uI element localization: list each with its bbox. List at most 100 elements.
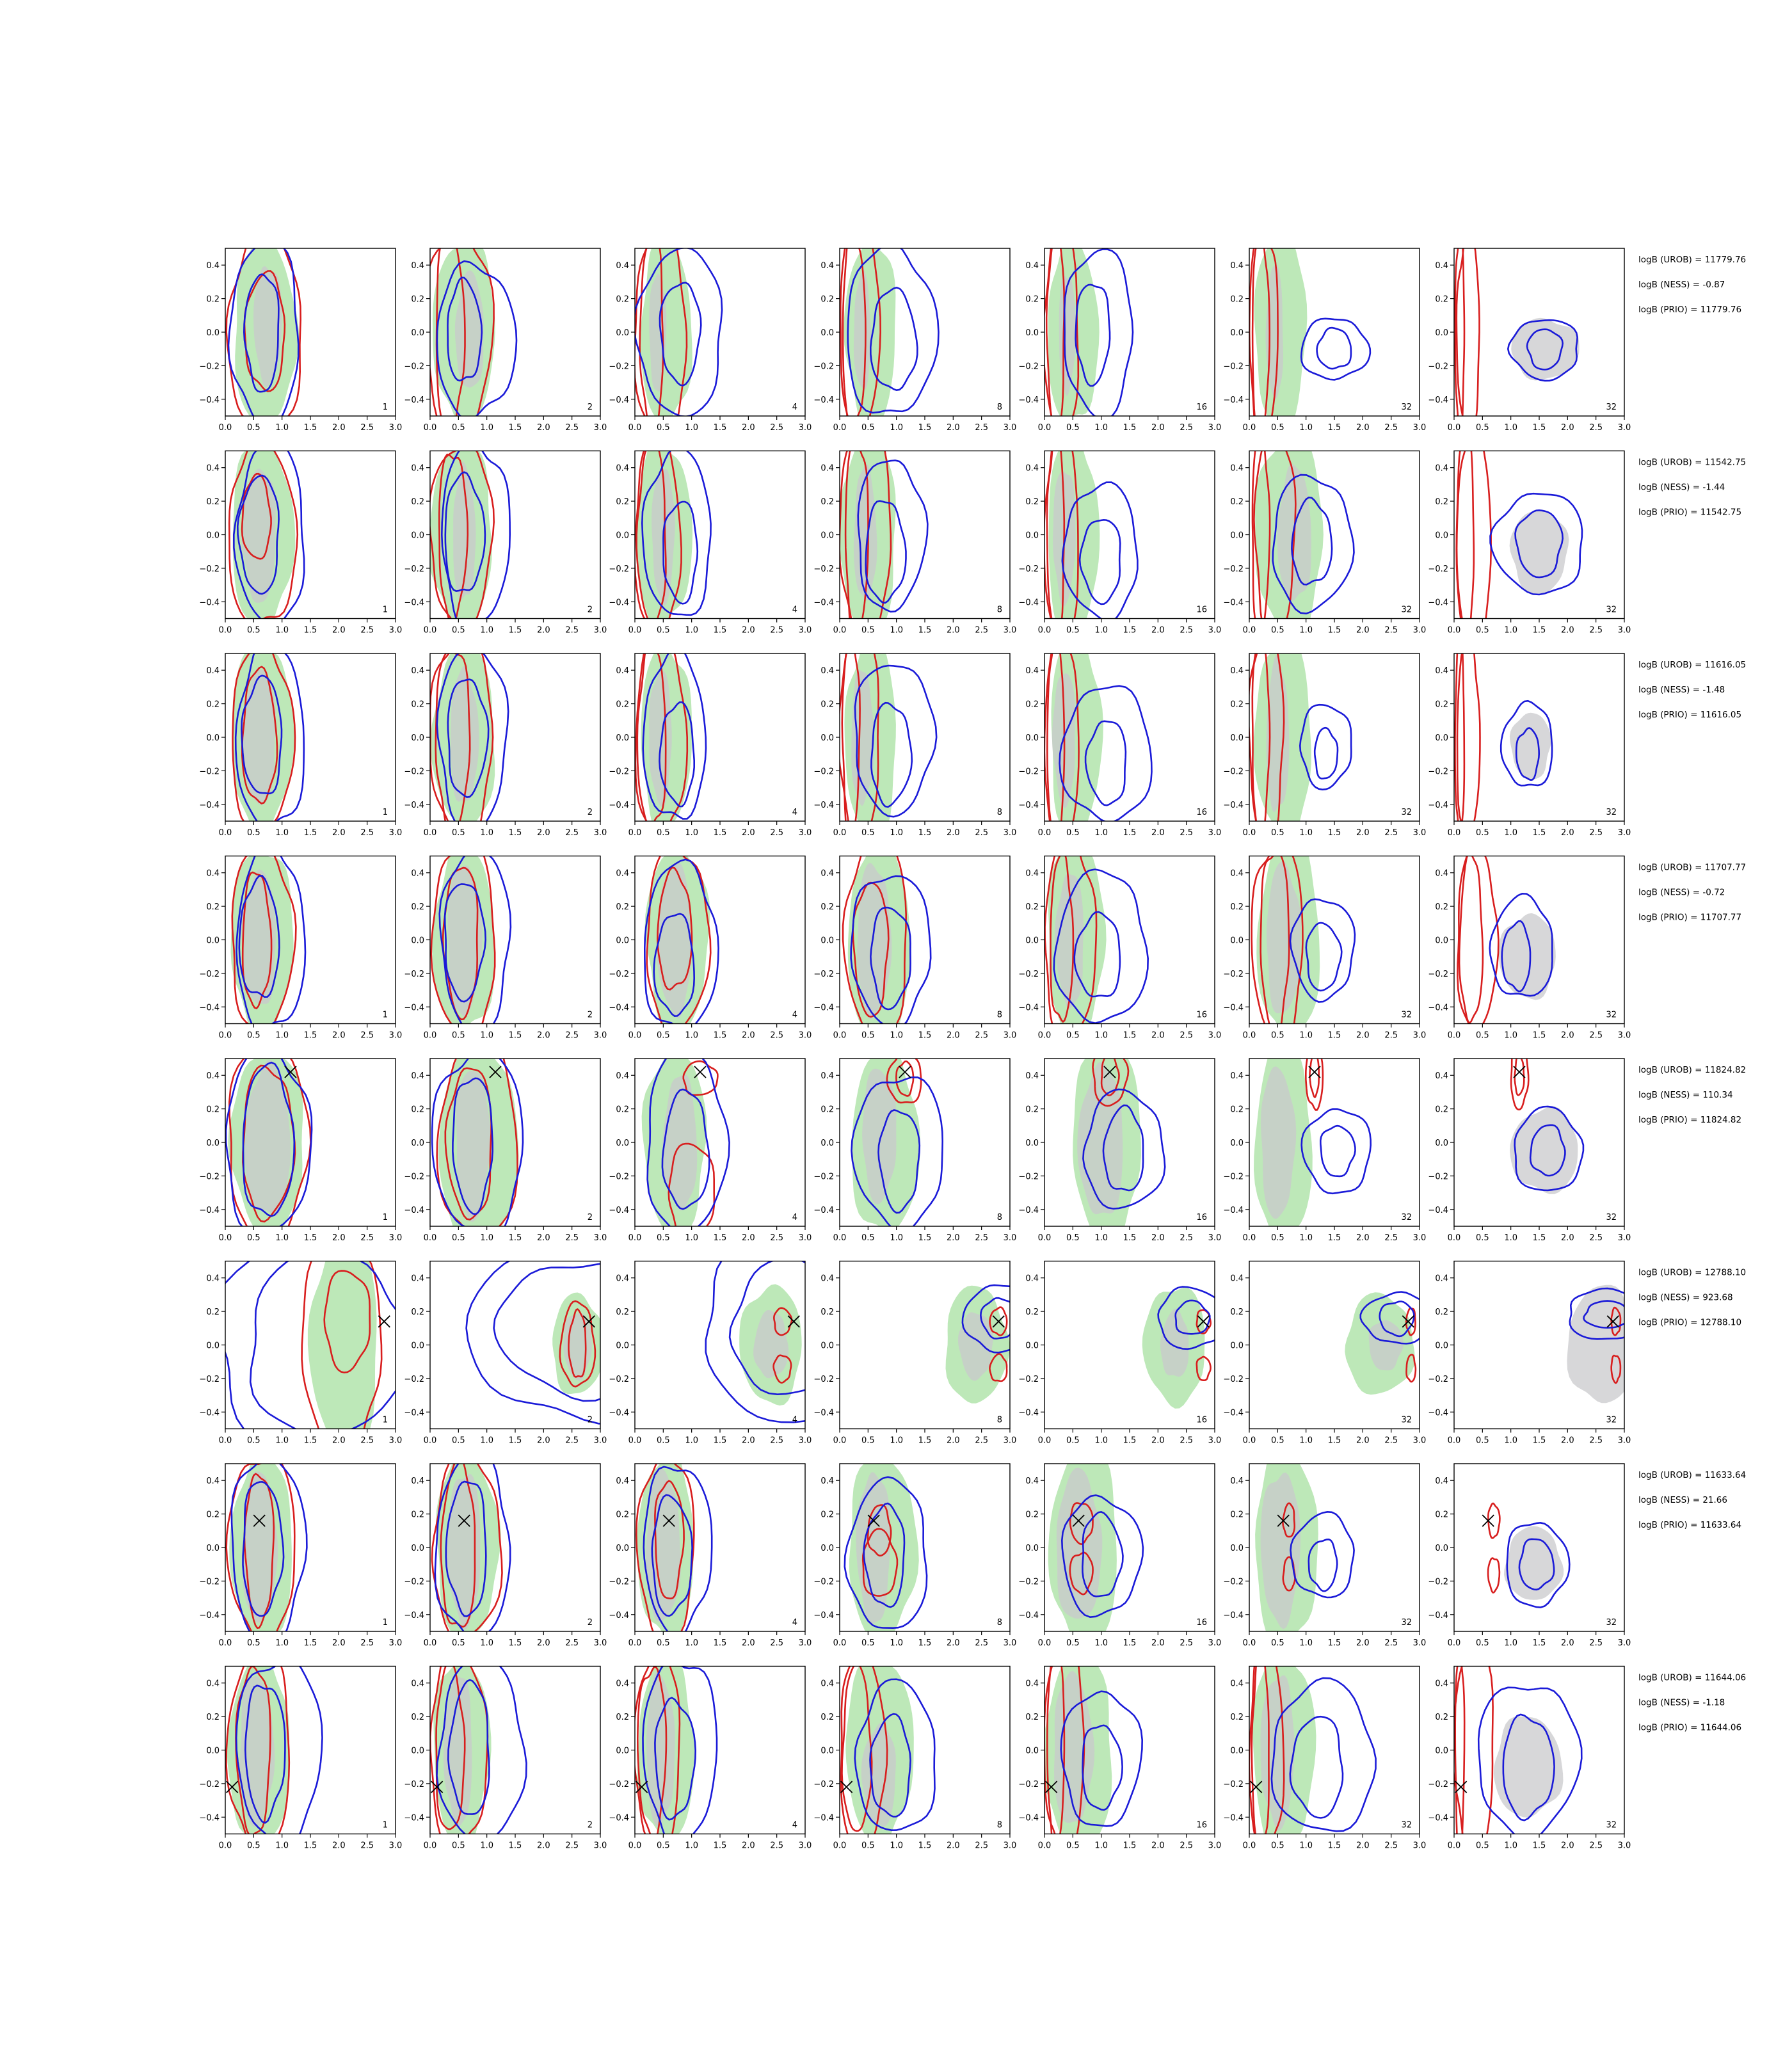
y-tick-label: 0.0 — [1025, 328, 1039, 338]
blue-contour — [434, 1464, 511, 1631]
x-tick-label: 3.0 — [1208, 626, 1222, 636]
y-tick-label: 0.4 — [1435, 1679, 1448, 1689]
y-tick-label: −0.2 — [609, 1780, 629, 1789]
red-contour — [1251, 653, 1271, 821]
x-tick-label: 1.0 — [275, 828, 289, 838]
y-tick-label: 0.0 — [1435, 1139, 1448, 1148]
x-tick-label: 0.5 — [1476, 626, 1489, 636]
red-contour — [435, 653, 471, 821]
blue-contour — [444, 883, 487, 1003]
x-tick-label: 2.5 — [1589, 1638, 1603, 1648]
x-tick-label: 0.0 — [1038, 1841, 1052, 1851]
x-tick-label: 1.0 — [685, 1841, 698, 1851]
x-tick-label: 1.0 — [1504, 1638, 1517, 1648]
x-tick-label: 0.0 — [1038, 1436, 1052, 1446]
red-contour — [301, 1261, 383, 1429]
y-tick-label: 0.0 — [820, 1544, 834, 1553]
x-tick-label: 1.5 — [304, 1233, 317, 1243]
red-contour — [1046, 451, 1066, 619]
x-tick-label: 2.5 — [565, 1233, 579, 1243]
x-tick-label: 1.5 — [1123, 423, 1137, 433]
x-tick-label: 2.5 — [360, 1436, 374, 1446]
x-tick-label: 2.5 — [1589, 626, 1603, 636]
x-tick-label: 3.0 — [389, 828, 403, 838]
y-tick-label: −0.2 — [1428, 564, 1448, 574]
grey-density — [1499, 913, 1556, 1000]
y-tick-label: 0.4 — [1435, 666, 1448, 676]
panel-r3-c4: −0.4 −0.2 0.0 0.2 0.4 0.0 0.5 1.0 1.5 2.0 2.5 3.0 8 — [813, 653, 1016, 838]
y-tick-label: −0.4 — [404, 1408, 424, 1418]
panel-label: 32 — [1401, 1011, 1412, 1020]
panel-label: 1 — [383, 1011, 388, 1020]
grey-density — [1511, 317, 1580, 381]
y-tick-label: −0.2 — [199, 970, 220, 979]
y-tick-label: 0.2 — [1230, 295, 1244, 305]
x-tick-label: 2.5 — [1589, 1841, 1603, 1851]
x-tick-label: 3.0 — [799, 423, 812, 433]
red-contour — [840, 1666, 888, 1834]
red-contour — [444, 1067, 492, 1220]
x-tick-label: 2.0 — [947, 1638, 960, 1648]
blue-contour — [870, 701, 913, 808]
blue-contour — [1506, 1521, 1571, 1608]
panel-r1-c4: −0.4 −0.2 0.0 0.2 0.4 0.0 0.5 1.0 1.5 2.0 2.5 3.0 8 — [813, 248, 1016, 433]
y-tick-label: 0.4 — [1230, 1071, 1244, 1081]
blue-contour — [1305, 922, 1343, 992]
x-tick-label: 1.0 — [480, 1841, 493, 1851]
x-tick-label: 1.0 — [890, 626, 903, 636]
y-tick-label: 0.4 — [820, 666, 834, 676]
row-annotations-6: logB (UROB) = 12788.10 logB (NESS) = 923.… — [1638, 1268, 1746, 1328]
panel-label: 8 — [997, 808, 1002, 817]
truth-marker — [1402, 1315, 1414, 1328]
y-tick-label: −0.2 — [1223, 362, 1244, 371]
x-tick-label: 0.0 — [833, 828, 847, 838]
y-tick-label: 0.4 — [1435, 464, 1448, 474]
x-tick-label: 0.0 — [833, 626, 847, 636]
x-tick-label: 1.0 — [890, 423, 903, 433]
blue-contour — [869, 287, 918, 392]
x-tick-label: 2.0 — [742, 1436, 755, 1446]
blue-contour — [877, 1109, 921, 1214]
y-tick-label: 0.0 — [1435, 1544, 1448, 1553]
y-tick-label: −0.2 — [1018, 970, 1039, 979]
truth-marker — [787, 1315, 800, 1328]
blue-contour — [236, 856, 307, 1024]
x-tick-label: 3.0 — [1413, 626, 1427, 636]
x-tick-label: 3.0 — [1208, 1436, 1222, 1446]
logb-annotation: logB (UROB) = 11542.75 — [1638, 458, 1746, 468]
x-tick-label: 2.5 — [360, 828, 374, 838]
panel-r2-c1: −0.4 −0.2 0.0 0.2 0.4 0.0 0.5 1.0 1.5 2.0 2.5 3.0 1 — [199, 450, 402, 636]
blue-contour — [234, 653, 305, 821]
x-tick-label: 0.0 — [219, 1031, 232, 1041]
blue-contour — [1082, 1724, 1123, 1811]
blue-contour — [857, 459, 929, 613]
blue-contour — [863, 1502, 906, 1608]
red-contour — [772, 1354, 792, 1384]
red-contour — [228, 1059, 312, 1226]
y-tick-label: 0.0 — [1230, 733, 1244, 743]
panel-r1-c1: −0.4 −0.2 0.0 0.2 0.4 0.0 0.5 1.0 1.5 2.0 2.5 3.0 1 — [199, 248, 402, 433]
y-tick-label: −0.4 — [1018, 801, 1039, 810]
x-tick-label: 0.5 — [1476, 423, 1489, 433]
y-tick-label: 0.4 — [1025, 1476, 1039, 1486]
truth-marker — [1045, 1780, 1058, 1793]
red-contour — [430, 248, 495, 416]
logb-annotation: logB (NESS) = 21.66 — [1638, 1495, 1727, 1505]
y-tick-label: −0.2 — [199, 1172, 220, 1181]
red-contour — [323, 1270, 371, 1373]
y-tick-label: 0.4 — [411, 464, 424, 474]
y-tick-label: 0.2 — [616, 1713, 629, 1722]
y-tick-label: −0.4 — [404, 1206, 424, 1215]
x-tick-label: 2.5 — [1589, 828, 1603, 838]
y-tick-label: 0.0 — [1025, 936, 1039, 946]
blue-contour — [851, 1076, 944, 1226]
y-tick-label: −0.4 — [1428, 1408, 1448, 1418]
x-tick-label: 1.0 — [275, 423, 289, 433]
red-contour — [225, 1666, 291, 1834]
x-tick-label: 0.5 — [247, 1436, 260, 1446]
logb-annotation: logB (PRIO) = 11779.76 — [1638, 305, 1741, 315]
blue-contour — [1489, 892, 1553, 997]
x-tick-label: 1.0 — [1094, 1233, 1108, 1243]
logb-annotation: logB (NESS) = 110.34 — [1638, 1090, 1733, 1100]
x-tick-label: 2.5 — [565, 1031, 579, 1041]
